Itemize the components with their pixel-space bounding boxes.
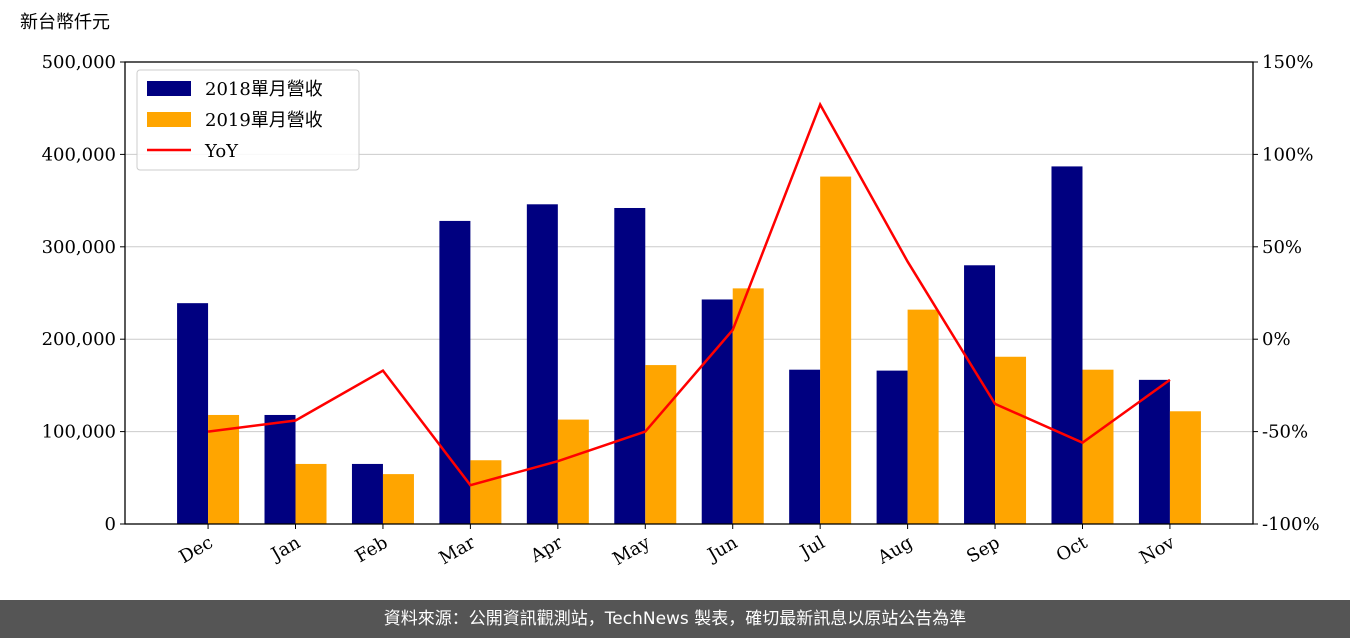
bar	[264, 414, 296, 524]
bar	[1051, 166, 1083, 525]
x-tick-label: Sep	[963, 532, 1003, 567]
y-tick-label: 500,000	[42, 52, 116, 73]
y2-tick-label: -100%	[1262, 514, 1320, 535]
bar	[907, 309, 939, 524]
bar	[820, 176, 852, 525]
bar	[439, 220, 471, 525]
line	[207, 101, 1171, 487]
plot-frame	[124, 61, 1254, 525]
legend-label: 2018單月營收	[205, 79, 323, 100]
x-tick-label: Dec	[176, 532, 217, 568]
bar	[382, 474, 414, 524]
bar	[645, 365, 677, 524]
bar	[177, 303, 209, 524]
y-tick-label: 400,000	[42, 144, 116, 165]
x-tick-label: Oct	[1053, 532, 1092, 567]
legend-label: YoY	[204, 141, 239, 162]
footer: 資料來源：公開資訊觀測站，TechNews 製表，確切最新訊息以原站公告為準	[0, 600, 1350, 638]
chart: 新台幣仟元 0 100,000 200,000 300,000 400,000 500,0…	[20, 12, 1320, 570]
bar	[526, 204, 558, 524]
y2-tick-label: 150%	[1262, 52, 1313, 73]
bar	[732, 288, 764, 524]
bar	[470, 460, 502, 524]
x-tick-label: Jan	[266, 532, 304, 566]
bar	[208, 414, 240, 524]
legend-swatch	[147, 81, 191, 96]
x-tick-label: Aug	[873, 532, 916, 569]
bar	[557, 419, 589, 524]
x-tick-label: Nov	[1136, 532, 1179, 569]
y2-tick-label: 0%	[1262, 329, 1291, 350]
y-axis-unit: 新台幣仟元	[20, 12, 110, 33]
legend-box	[136, 69, 360, 171]
legend-swatch	[147, 112, 191, 127]
bar	[701, 299, 733, 524]
bar	[1169, 411, 1201, 524]
y-tick-label: 100,000	[42, 422, 116, 443]
bar	[614, 207, 646, 524]
y2-tick-label: 50%	[1262, 237, 1302, 258]
bar	[1082, 369, 1114, 524]
x-tick-label: Mar	[436, 532, 480, 569]
bar	[295, 463, 327, 524]
x-tick-label: Jun	[703, 532, 742, 567]
x-tick-label: Apr	[526, 532, 566, 567]
bar	[995, 356, 1027, 524]
x-tick-label: May	[609, 532, 654, 570]
y-tick-label: 300,000	[42, 237, 116, 258]
legend-label: 2019單月營收	[205, 110, 323, 131]
y2-tick-label: -50%	[1262, 422, 1308, 443]
y-tick-label: 0	[105, 514, 116, 535]
y-tick-label: 200,000	[42, 329, 116, 350]
x-tick-label: Feb	[352, 532, 392, 567]
y2-tick-label: 100%	[1262, 144, 1313, 165]
bar	[1138, 379, 1170, 524]
bar	[789, 369, 821, 524]
x-tick-label: Jul	[795, 532, 829, 564]
bar	[876, 370, 908, 524]
bar	[351, 463, 383, 524]
